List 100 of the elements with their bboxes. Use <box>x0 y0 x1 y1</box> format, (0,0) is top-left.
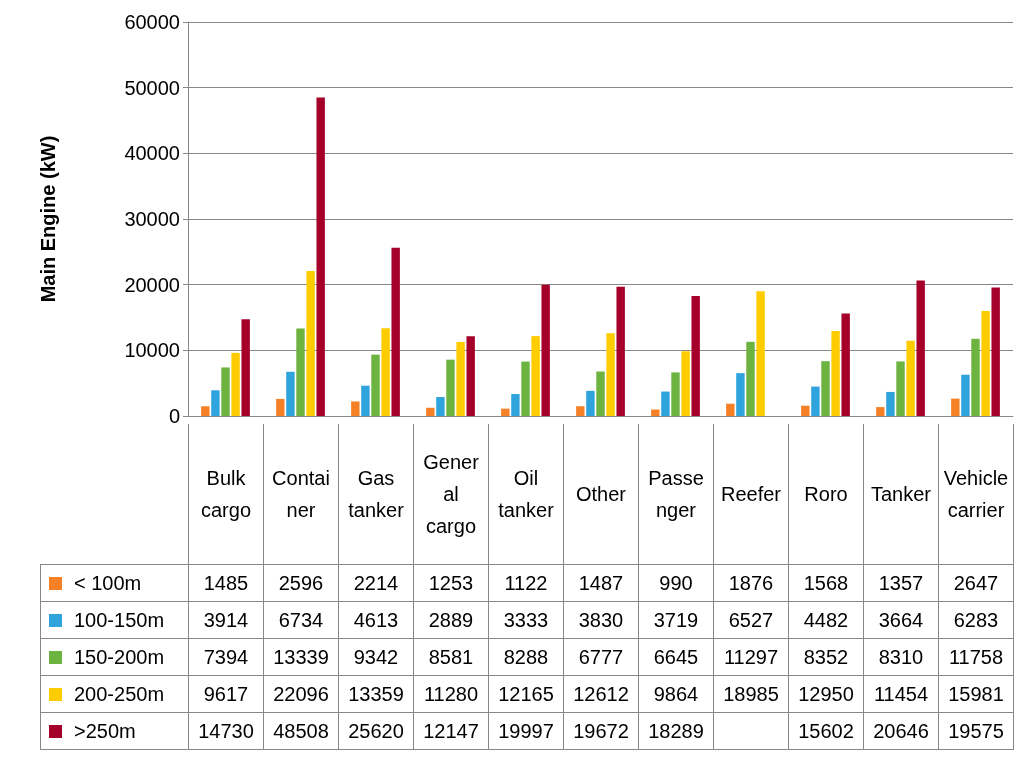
bar <box>221 367 230 416</box>
bar <box>501 408 510 416</box>
data-label: 9342 <box>338 638 414 676</box>
data-label: 1487 <box>563 564 639 602</box>
legend-label: 150-200m <box>40 638 189 676</box>
legend-label: >250m <box>40 712 189 750</box>
bar <box>596 371 605 416</box>
legend-label: 100-150m <box>40 601 189 639</box>
y-tick-label: 50000 <box>124 76 180 99</box>
x-tick-label: Tanker <box>863 424 939 565</box>
bar <box>606 333 615 416</box>
bar <box>811 386 820 416</box>
bar <box>951 398 960 416</box>
bar <box>726 403 735 416</box>
bar <box>286 371 295 416</box>
bar <box>241 319 250 416</box>
bar <box>576 406 585 416</box>
y-tick-label: 60000 <box>124 11 180 33</box>
bar <box>426 407 435 416</box>
bar <box>466 336 475 416</box>
data-label: 3333 <box>488 601 564 639</box>
bar <box>886 391 895 416</box>
data-label: 990 <box>638 564 714 602</box>
data-label: 4613 <box>338 601 414 639</box>
data-label: 2214 <box>338 564 414 602</box>
y-tick-label: 0 <box>168 405 180 427</box>
data-label: 8310 <box>863 638 939 676</box>
bar <box>981 311 990 416</box>
data-label: 11280 <box>413 675 489 713</box>
legend-label: < 100m <box>40 564 189 602</box>
y-tick-label: 10000 <box>124 339 180 362</box>
bar <box>671 372 680 416</box>
bar <box>736 373 745 416</box>
data-label: 8288 <box>488 638 564 676</box>
x-tick-label: Reefer <box>713 424 789 565</box>
bar <box>821 361 830 416</box>
data-label: 20646 <box>863 712 939 750</box>
bar <box>841 313 850 416</box>
bar <box>456 341 465 416</box>
bar <box>916 280 925 416</box>
data-label: 2596 <box>263 564 339 602</box>
bar <box>541 284 550 416</box>
y-tick-label: 40000 <box>124 142 180 165</box>
data-label: 18289 <box>638 712 714 750</box>
bar <box>371 354 380 416</box>
bar <box>876 407 885 416</box>
y-tick-label: 30000 <box>124 208 180 230</box>
data-label: 1122 <box>488 564 564 602</box>
bar <box>511 394 520 416</box>
bar <box>586 390 595 416</box>
x-tick-label: Bulk cargo <box>188 424 264 565</box>
bar <box>961 374 970 416</box>
data-label: 15981 <box>938 675 1014 713</box>
bar <box>521 361 530 416</box>
data-label: 19575 <box>938 712 1014 750</box>
data-label: 11454 <box>863 675 939 713</box>
bar <box>691 295 700 416</box>
data-label: 2647 <box>938 564 1014 602</box>
bar <box>896 361 905 416</box>
x-tick-label: Vehicle carrier <box>938 424 1014 565</box>
bar <box>971 338 980 416</box>
bar <box>651 409 660 416</box>
x-tick-label: Other <box>563 424 639 565</box>
bar <box>351 401 360 416</box>
x-tick-label: Container <box>263 424 339 565</box>
bar <box>801 405 810 416</box>
bar <box>296 328 305 416</box>
bar <box>211 390 220 416</box>
data-label: 1568 <box>788 564 864 602</box>
bar <box>436 397 445 416</box>
bar <box>306 270 315 416</box>
data-label: 1485 <box>188 564 264 602</box>
bar <box>276 398 285 416</box>
bar <box>991 287 1000 416</box>
bar <box>446 359 455 416</box>
x-tick-label: Passenger <box>638 424 714 565</box>
data-label: 19997 <box>488 712 564 750</box>
x-tick-label: Roro <box>788 424 864 565</box>
x-tick-label: General cargo <box>413 424 489 565</box>
data-label: 12612 <box>563 675 639 713</box>
data-label: 4482 <box>788 601 864 639</box>
data-label: 9864 <box>638 675 714 713</box>
data-label: 6777 <box>563 638 639 676</box>
data-label: 11758 <box>938 638 1014 676</box>
data-label: 48508 <box>263 712 339 750</box>
data-label: 6645 <box>638 638 714 676</box>
y-axis-title: Main Engine (kW) <box>37 135 59 303</box>
data-label: 9617 <box>188 675 264 713</box>
y-tick-label: 20000 <box>124 273 180 296</box>
data-label: 19672 <box>563 712 639 750</box>
data-label: 7394 <box>188 638 264 676</box>
data-label: 12950 <box>788 675 864 713</box>
bar <box>756 291 765 416</box>
legend-label: 200-250m <box>40 675 189 713</box>
bar <box>681 351 690 416</box>
data-label: 1357 <box>863 564 939 602</box>
bar <box>906 340 915 416</box>
bar <box>316 97 325 416</box>
bar <box>201 406 210 416</box>
data-label: 18985 <box>713 675 789 713</box>
